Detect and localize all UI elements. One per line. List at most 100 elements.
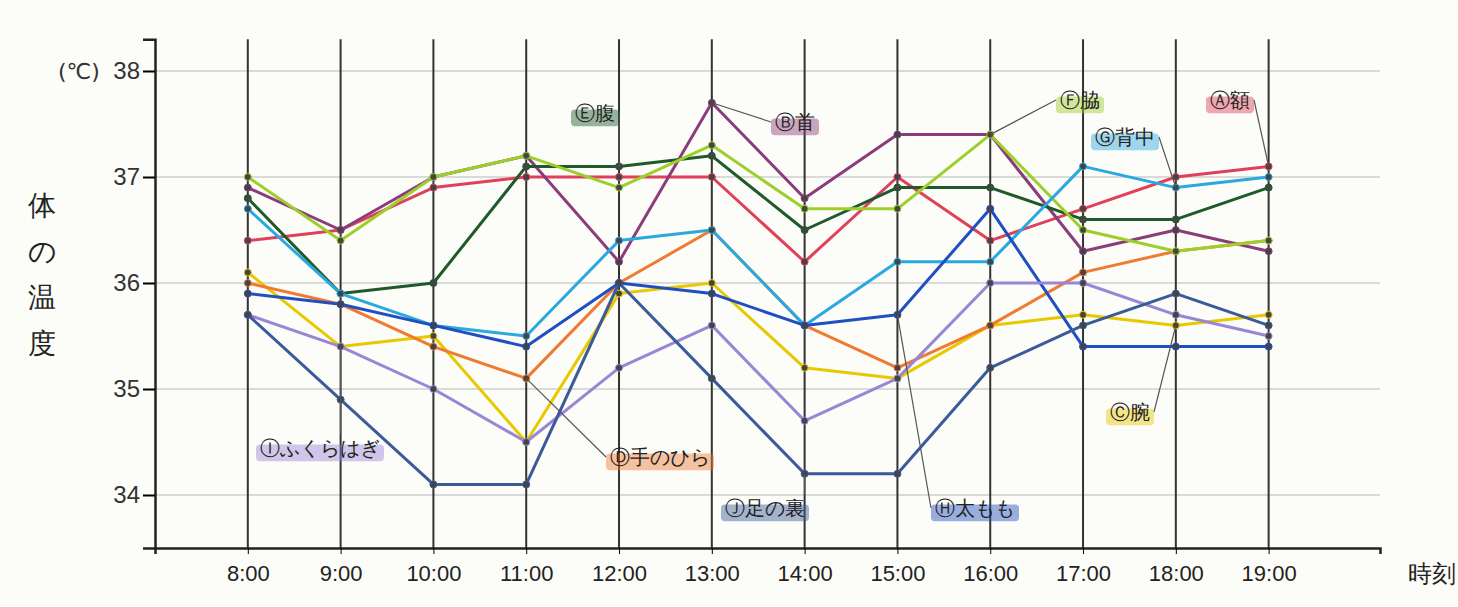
marker	[244, 174, 251, 181]
marker	[430, 343, 437, 350]
chart: 8:009:0010:0011:0012:0013:0014:0015:0016…	[0, 0, 1458, 607]
marker	[987, 322, 994, 329]
marker	[616, 174, 623, 181]
marker	[708, 174, 715, 181]
tick-mark	[619, 548, 620, 554]
marker	[523, 439, 530, 446]
axis-line	[156, 549, 1381, 555]
marker	[523, 152, 530, 159]
marker	[801, 322, 808, 329]
grid-line	[1082, 39, 1084, 548]
marker	[430, 322, 437, 329]
marker	[430, 386, 437, 393]
tick-mark	[805, 548, 806, 554]
marker	[987, 184, 994, 191]
series-labels: Ⓐ額Ⓑ首Ⓒ腕Ⓓ手のひらⒺ腹Ⓕ脇Ⓖ背中Ⓗ太ももⒾふくらはぎⒿ足の裏	[256, 88, 1269, 521]
marker	[1265, 248, 1272, 255]
marker	[244, 290, 251, 297]
marker	[801, 417, 808, 424]
marker	[894, 174, 901, 181]
tick-mark	[712, 548, 713, 554]
marker	[801, 227, 808, 234]
grid-line	[155, 71, 1380, 72]
marker	[337, 290, 344, 297]
marker	[894, 258, 901, 265]
marker	[1080, 311, 1087, 318]
series-label-text: Ⓒ腕	[1110, 400, 1150, 424]
series-label: Ⓕ脇	[1056, 88, 1104, 113]
series-label-text: Ⓙ足の裏	[725, 496, 805, 520]
marker	[430, 280, 437, 287]
marker	[987, 322, 994, 329]
marker	[1172, 227, 1179, 234]
tick-mark	[143, 177, 155, 179]
marker	[894, 364, 901, 371]
marker	[801, 322, 808, 329]
tick: 16:00	[963, 548, 1018, 586]
marker	[1080, 269, 1087, 276]
grid-line	[155, 389, 1380, 390]
marker	[523, 343, 530, 350]
tick-mark	[143, 495, 155, 497]
marker	[1080, 280, 1087, 287]
series-label-text: Ⓘふくらはぎ	[260, 436, 380, 460]
series-label-text: Ⓖ背中	[1095, 125, 1155, 149]
leader-line	[1159, 137, 1176, 188]
tick: 37	[113, 163, 155, 190]
marker	[430, 174, 437, 181]
leader-line	[1254, 100, 1269, 166]
tick-label: 14:00	[778, 561, 833, 586]
marker	[801, 364, 808, 371]
marker	[523, 481, 530, 488]
tick-label: 38	[113, 57, 140, 84]
marker	[430, 322, 437, 329]
series-label: Ⓑ首	[771, 110, 819, 135]
marker	[987, 258, 994, 265]
series-line	[248, 103, 1269, 262]
tick: 36	[113, 269, 155, 296]
tick: 12:00	[592, 548, 647, 586]
series-label: Ⓘふくらはぎ	[256, 436, 384, 461]
marker	[708, 152, 715, 159]
tick-label: 9:00	[320, 561, 363, 586]
tick-label: 16:00	[963, 561, 1018, 586]
y-axis: 3435363738	[113, 40, 155, 549]
tick-label: 12:00	[592, 561, 647, 586]
marker	[894, 184, 901, 191]
tick: 35	[113, 375, 155, 402]
marker	[1172, 343, 1179, 350]
leader-line	[1154, 325, 1176, 412]
marker	[987, 280, 994, 287]
tick-mark	[526, 548, 527, 554]
marker	[801, 322, 808, 329]
series-label: Ⓙ足の裏	[721, 496, 809, 521]
series-line	[248, 283, 1269, 484]
marker	[616, 258, 623, 265]
marker	[987, 205, 994, 212]
grid-line	[525, 39, 527, 548]
marker	[244, 311, 251, 318]
tick: 13:00	[685, 548, 740, 586]
tick: 9:00	[320, 548, 363, 586]
grid-line	[155, 177, 1380, 178]
marker	[430, 481, 437, 488]
grid	[155, 39, 1380, 548]
marker	[1080, 248, 1087, 255]
marker	[708, 227, 715, 234]
tick-label: 13:00	[685, 561, 740, 586]
marker	[708, 142, 715, 149]
tick-label: 15:00	[870, 561, 925, 586]
marker	[1080, 216, 1087, 223]
marker	[616, 364, 623, 371]
marker	[1265, 311, 1272, 318]
tick: 8:00	[227, 548, 270, 586]
tick-mark	[990, 548, 991, 554]
marker	[523, 174, 530, 181]
marker	[1172, 216, 1179, 223]
series-label: Ⓓ手のひら	[606, 445, 714, 470]
marker	[616, 184, 623, 191]
series-line	[248, 166, 1269, 261]
tick: 17:00	[1056, 548, 1111, 586]
series-label: Ⓐ額	[1206, 88, 1254, 113]
marker	[1265, 237, 1272, 244]
